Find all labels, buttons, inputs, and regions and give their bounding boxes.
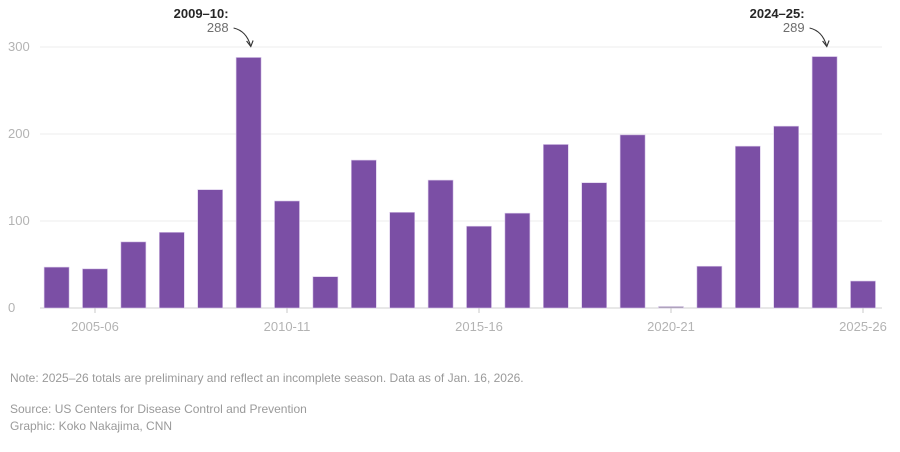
annotation-arrow	[233, 27, 252, 47]
bar	[389, 212, 416, 309]
y-tick-label: 0	[8, 300, 15, 315]
bar	[734, 145, 761, 309]
bar	[350, 159, 377, 309]
annotation-arrow	[809, 27, 828, 47]
annotation: 2024–25:289	[750, 6, 830, 48]
bar	[43, 266, 70, 309]
bar	[312, 276, 339, 309]
annotations: 2009–10:288 2024–25:289	[174, 6, 830, 48]
annotation-label: 2009–10:	[174, 6, 229, 21]
bars	[43, 56, 876, 309]
annotation-value: 289	[783, 20, 805, 35]
y-tick-label: 300	[8, 39, 30, 54]
bar	[581, 182, 608, 309]
bar	[811, 56, 838, 309]
annotation-value: 288	[207, 20, 229, 35]
bar	[658, 306, 684, 309]
chart-source: Source: US Centers for Disease Control a…	[10, 402, 307, 416]
bar	[850, 280, 876, 309]
bar	[773, 125, 800, 309]
bar	[466, 225, 492, 309]
arrowhead-icon	[246, 40, 254, 48]
bar	[619, 134, 646, 309]
annotation: 2009–10:288	[174, 6, 254, 48]
x-tick-label: 2015-16	[455, 319, 503, 334]
x-axis: 2005-06 2010-11 2015-16 2020-21 2025-26	[71, 308, 887, 334]
y-tick-label: 200	[8, 126, 30, 141]
y-tick-label: 100	[8, 213, 30, 228]
y-axis-ticks: 0 100 200 300	[8, 39, 30, 315]
chart-note: Note: 2025–26 totals are preliminary and…	[10, 371, 524, 385]
bar	[159, 232, 185, 309]
bar	[235, 57, 262, 309]
x-tick-label: 2025-26	[839, 319, 887, 334]
bar	[542, 144, 569, 309]
chart-credit: Graphic: Koko Nakajima, CNN	[10, 419, 173, 433]
x-tick-label: 2020-21	[647, 319, 695, 334]
bar	[504, 212, 531, 309]
bar	[274, 200, 300, 309]
bar	[197, 189, 223, 309]
arrowhead-icon	[822, 40, 830, 48]
annotation-label: 2024–25:	[750, 6, 805, 21]
bar	[427, 179, 454, 309]
bar	[120, 241, 147, 309]
bar	[696, 265, 723, 309]
bar	[82, 268, 108, 309]
x-tick-label: 2005-06	[71, 319, 119, 334]
x-tick-label: 2010-11	[264, 319, 311, 334]
